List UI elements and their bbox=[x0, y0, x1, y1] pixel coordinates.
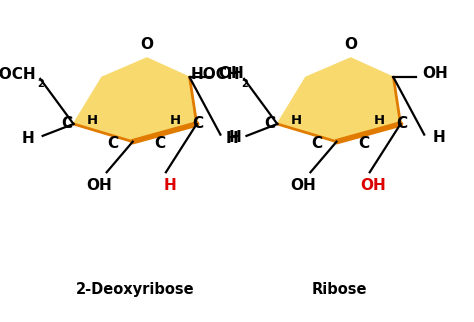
Text: OH: OH bbox=[291, 178, 316, 193]
Text: OH: OH bbox=[422, 66, 447, 81]
Text: O: O bbox=[140, 36, 154, 52]
Text: 2: 2 bbox=[241, 79, 247, 89]
Text: C: C bbox=[107, 136, 118, 151]
Text: H: H bbox=[164, 178, 176, 193]
Text: C: C bbox=[264, 116, 276, 130]
Text: HOCH: HOCH bbox=[190, 67, 240, 82]
Text: OH: OH bbox=[361, 178, 386, 193]
Text: 2-Deoxyribose: 2-Deoxyribose bbox=[76, 282, 194, 297]
Text: H: H bbox=[228, 130, 241, 145]
Text: H: H bbox=[225, 131, 238, 146]
Text: C: C bbox=[61, 116, 72, 130]
Text: OH: OH bbox=[87, 178, 112, 193]
Text: H: H bbox=[291, 114, 302, 127]
Text: H: H bbox=[170, 114, 181, 127]
Text: C: C bbox=[358, 136, 370, 151]
Text: C: C bbox=[155, 136, 166, 151]
Text: H: H bbox=[374, 114, 385, 127]
Text: Ribose: Ribose bbox=[311, 282, 367, 297]
Text: 2: 2 bbox=[37, 79, 44, 89]
Polygon shape bbox=[73, 58, 197, 142]
Text: C: C bbox=[192, 116, 204, 130]
Text: H: H bbox=[87, 114, 98, 127]
Text: H: H bbox=[432, 130, 445, 145]
Text: H: H bbox=[21, 131, 34, 146]
Text: OH: OH bbox=[218, 66, 244, 81]
Polygon shape bbox=[277, 58, 401, 142]
Text: O: O bbox=[344, 36, 357, 52]
Text: HOCH: HOCH bbox=[0, 67, 36, 82]
Text: C: C bbox=[396, 116, 408, 130]
Text: C: C bbox=[311, 136, 322, 151]
